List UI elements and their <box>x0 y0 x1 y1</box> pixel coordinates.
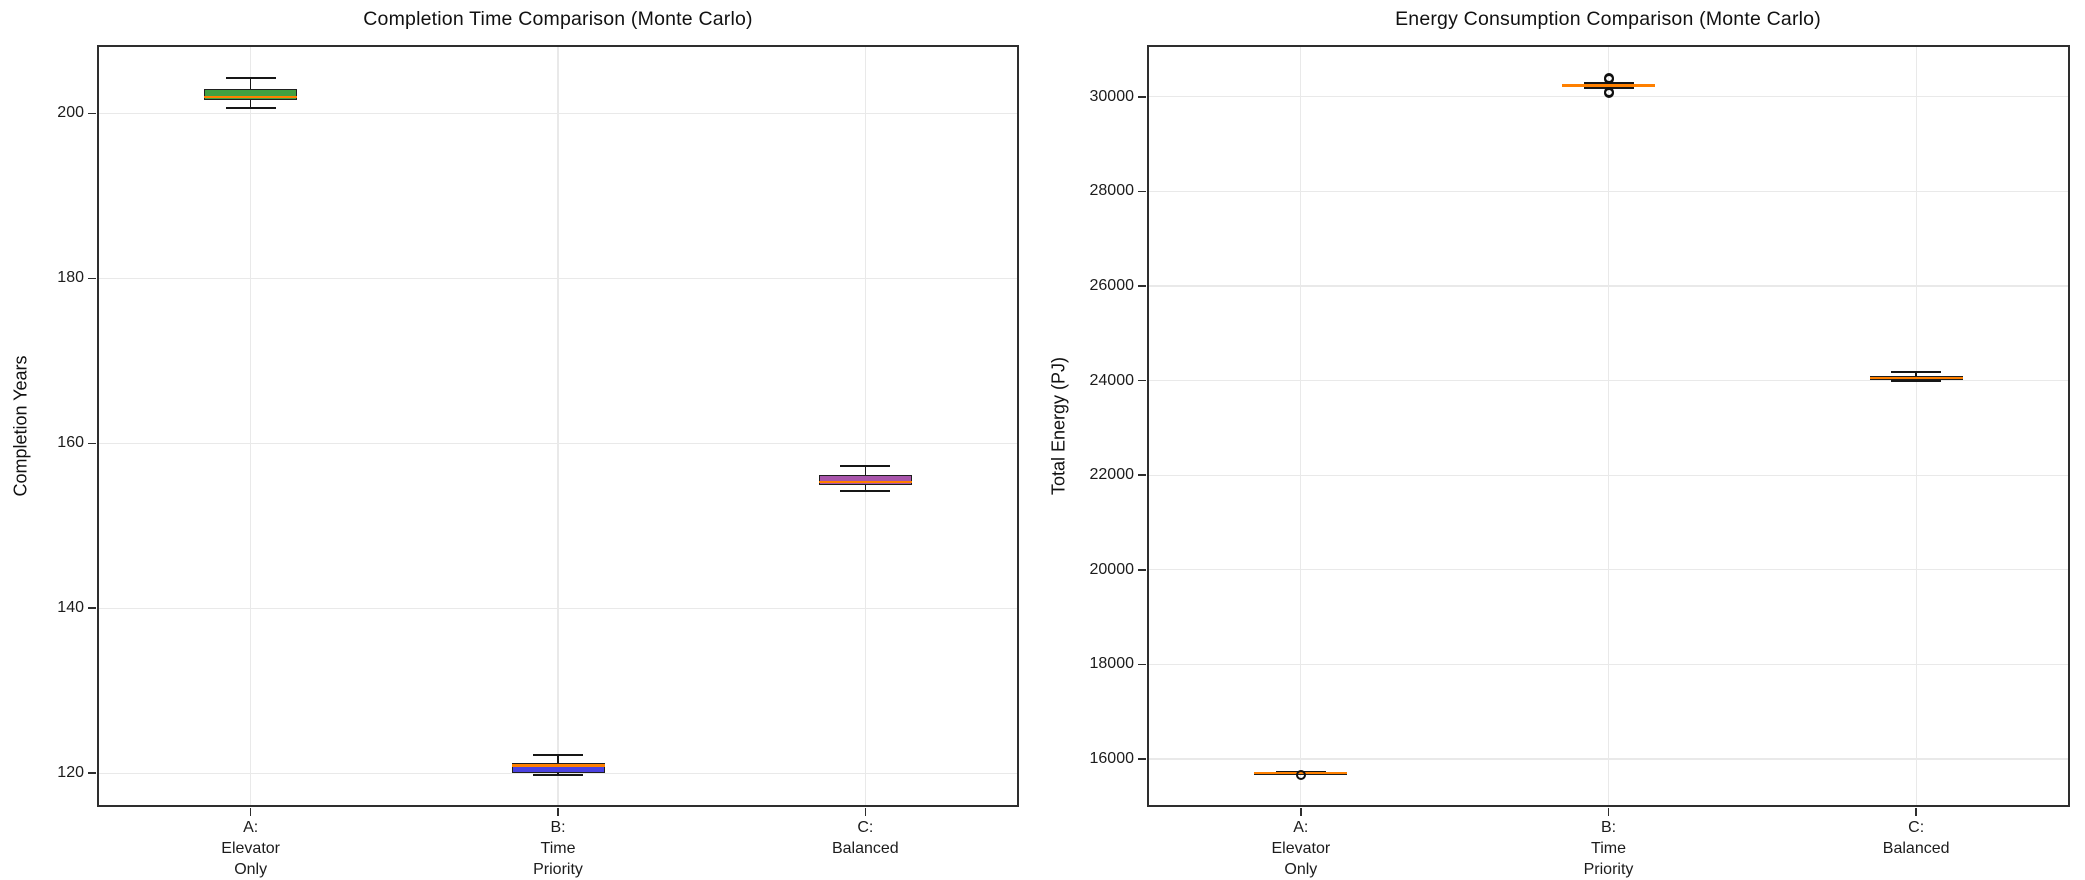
ytick-mark-180 <box>88 277 96 280</box>
ytick-mark-22000 <box>1138 474 1146 476</box>
plot-area-0 <box>97 45 1019 807</box>
xtick-label-2: C: Balanced <box>831 819 899 857</box>
y-axis-label-completion-years: Completion Years <box>10 355 31 497</box>
cap-upper-C: Balanced <box>840 465 891 468</box>
cap-lower-B: Time Priority <box>533 773 583 776</box>
ytick-label-18000: 18000 <box>1089 655 1135 673</box>
plot-area-1 <box>1147 45 2070 807</box>
box-B: Time Priority <box>511 763 605 774</box>
gridline-x-2 <box>1915 45 1917 807</box>
cap-lower-A: Elevator Only <box>225 106 276 109</box>
ytick-mark-18000 <box>1138 663 1146 666</box>
xtick-mark-0 <box>249 808 252 816</box>
ytick-mark-30000 <box>1138 95 1146 98</box>
median-B: Time Priority <box>1562 84 1655 87</box>
cap-lower-C: Balanced <box>840 490 891 493</box>
median-A: Elevator Only <box>204 95 298 99</box>
whisker-upper-C: Balanced <box>1915 372 1917 377</box>
ytick-label-180: 180 <box>57 269 84 287</box>
ytick-label-20000: 20000 <box>1089 560 1135 578</box>
ytick-label-140: 140 <box>57 599 84 617</box>
cap-upper-B: Time Priority <box>533 754 583 757</box>
median-C: Balanced <box>1869 376 1963 380</box>
ytick-mark-20000 <box>1138 568 1146 571</box>
gridline-x-0 <box>250 45 252 807</box>
xtick-label-0: A: Elevator Only <box>221 819 281 878</box>
ytick-mark-140 <box>88 607 96 610</box>
outlier-B: Time Priority-3 <box>1603 88 1614 99</box>
chart-title-energy-consumption: Energy Consumption Comparison (Monte Car… <box>1395 8 1821 30</box>
gridline-x-1 <box>1607 45 1610 807</box>
chart-title-completion-time: Completion Time Comparison (Monte Carlo) <box>363 8 753 30</box>
ytick-mark-28000 <box>1138 190 1146 193</box>
xtick-label-1: B: Time Priority <box>1583 819 1634 878</box>
xtick-mark-1 <box>1607 808 1610 816</box>
ytick-mark-26000 <box>1138 285 1146 287</box>
whisker-lower-C: Balanced <box>864 485 867 492</box>
whisker-upper-B: Time Priority <box>557 755 559 764</box>
xtick-label-1: B: Time Priority <box>533 819 583 878</box>
ytick-label-120: 120 <box>57 764 84 782</box>
xtick-mark-2 <box>1915 808 1917 816</box>
ytick-label-26000: 26000 <box>1089 276 1135 294</box>
median-B: Time Priority <box>511 764 605 768</box>
ytick-label-30000: 30000 <box>1089 87 1135 105</box>
outlier-A: Elevator Only-0 <box>1295 770 1306 781</box>
gridline-x-1 <box>557 45 559 807</box>
cap-lower-C: Balanced <box>1891 380 1942 383</box>
xtick-mark-1 <box>557 808 559 816</box>
xtick-mark-2 <box>864 808 867 816</box>
whisker-lower-A: Elevator Only <box>249 100 252 108</box>
gridline-x-0 <box>1300 45 1302 807</box>
cap-upper-A: Elevator Only <box>225 76 276 79</box>
box-C: Balanced <box>818 474 912 486</box>
ytick-mark-24000 <box>1138 379 1146 382</box>
ytick-label-28000: 28000 <box>1089 182 1135 200</box>
whisker-upper-A: Elevator Only <box>249 77 252 89</box>
ytick-mark-200 <box>88 112 96 115</box>
ytick-mark-120 <box>88 772 96 774</box>
cap-upper-C: Balanced <box>1891 371 1942 374</box>
ytick-mark-160 <box>88 442 96 445</box>
box-A: Elevator Only <box>204 88 298 101</box>
xtick-label-0: A: Elevator Only <box>1271 819 1331 878</box>
median-C: Balanced <box>818 480 912 484</box>
ytick-mark-16000 <box>1138 758 1146 760</box>
ytick-label-24000: 24000 <box>1089 371 1135 389</box>
y-axis-label-total-energy: Total Energy (PJ) <box>1048 356 1069 496</box>
gridline-x-2 <box>864 45 866 807</box>
ytick-label-160: 160 <box>57 434 84 452</box>
outlier-B: Time Priority-1 <box>1603 73 1614 84</box>
ytick-label-16000: 16000 <box>1089 749 1135 767</box>
xtick-mark-0 <box>1300 808 1302 816</box>
xtick-label-2: C: Balanced <box>1882 819 1950 857</box>
ytick-label-22000: 22000 <box>1089 466 1135 484</box>
ytick-label-200: 200 <box>57 104 84 122</box>
whisker-upper-C: Balanced <box>864 466 867 475</box>
